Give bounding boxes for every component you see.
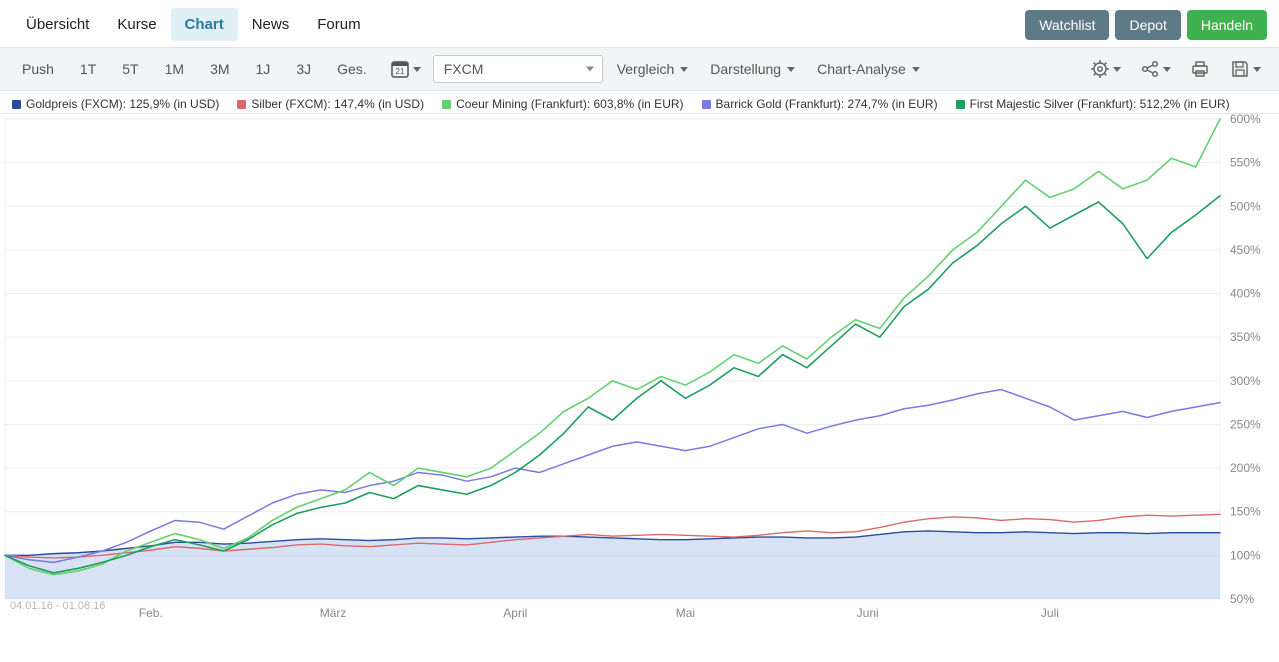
legend-item[interactable]: First Majestic Silver (Frankfurt): 512,2… [956, 97, 1230, 111]
handeln-button[interactable]: Handeln [1187, 10, 1267, 40]
printer-icon [1189, 58, 1211, 80]
legend-label: Coeur Mining (Frankfurt): 603,8% (in EUR… [456, 97, 683, 111]
svg-text:März: März [320, 606, 347, 620]
svg-text:250%: 250% [1230, 417, 1261, 431]
calendar-button[interactable]: 21 [383, 54, 427, 84]
legend-swatch [956, 100, 965, 109]
legend-label: First Majestic Silver (Frankfurt): 512,2… [970, 97, 1230, 111]
svg-text:200%: 200% [1230, 461, 1261, 475]
legend-swatch [237, 100, 246, 109]
legend-swatch [12, 100, 21, 109]
legend-item[interactable]: Coeur Mining (Frankfurt): 603,8% (in EUR… [442, 97, 683, 111]
legend-label: Barrick Gold (Frankfurt): 274,7% (in EUR… [716, 97, 938, 111]
tab-bar: ÜbersichtKurseChartNewsForum Watchlist D… [0, 0, 1279, 47]
push-button[interactable]: Push [12, 55, 64, 83]
date-range-label: 04.01.16 - 01.08.16 [10, 600, 105, 612]
svg-text:Juni: Juni [857, 606, 879, 620]
tab-chart[interactable]: Chart [171, 8, 238, 41]
darstellung-dropdown[interactable]: Darstellung [702, 55, 803, 83]
legend-label: Silber (FXCM): 147,4% (in USD) [251, 97, 424, 111]
chart-area[interactable]: 50% 100% 150% 200% 250% 300% 350% 400% 450% 500% 5… [0, 114, 1279, 644]
save-icon [1229, 58, 1251, 80]
depot-button[interactable]: Depot [1115, 10, 1180, 40]
calendar-icon: 21 [389, 58, 411, 80]
tab-forum[interactable]: Forum [303, 8, 374, 41]
save-dropdown[interactable] [1223, 54, 1267, 84]
exchange-select[interactable]: FXCM [433, 55, 603, 83]
svg-text:21: 21 [395, 67, 404, 76]
legend: Goldpreis (FXCM): 125,9% (in USD) Silber … [0, 91, 1279, 114]
legend-label: Goldpreis (FXCM): 125,9% (in USD) [26, 97, 219, 111]
legend-swatch [442, 100, 451, 109]
legend-item[interactable]: Goldpreis (FXCM): 125,9% (in USD) [12, 97, 219, 111]
share-icon [1139, 58, 1161, 80]
svg-text:Feb.: Feb. [139, 606, 163, 620]
range-1T[interactable]: 1T [70, 55, 106, 83]
svg-text:100%: 100% [1230, 548, 1261, 562]
svg-text:April: April [503, 606, 527, 620]
tab-news[interactable]: News [238, 8, 304, 41]
chart-analyse-dropdown[interactable]: Chart-Analyse [809, 55, 928, 83]
svg-text:50%: 50% [1230, 592, 1254, 606]
svg-text:450%: 450% [1230, 243, 1261, 257]
svg-text:550%: 550% [1230, 156, 1261, 170]
svg-text:600%: 600% [1230, 114, 1261, 126]
range-3M[interactable]: 3M [200, 55, 239, 83]
settings-dropdown[interactable] [1083, 54, 1127, 84]
range-5T[interactable]: 5T [112, 55, 148, 83]
svg-text:350%: 350% [1230, 330, 1261, 344]
svg-text:150%: 150% [1230, 505, 1261, 519]
svg-text:300%: 300% [1230, 374, 1261, 388]
svg-text:Mai: Mai [676, 606, 695, 620]
legend-swatch [702, 100, 711, 109]
range-1M[interactable]: 1M [155, 55, 194, 83]
svg-text:Juli: Juli [1041, 606, 1059, 620]
gear-icon [1089, 58, 1111, 80]
legend-item[interactable]: Silber (FXCM): 147,4% (in USD) [237, 97, 424, 111]
vergleich-dropdown[interactable]: Vergleich [609, 55, 697, 83]
svg-text:500%: 500% [1230, 199, 1261, 213]
range-3J[interactable]: 3J [286, 55, 321, 83]
range-1J[interactable]: 1J [246, 55, 281, 83]
legend-item[interactable]: Barrick Gold (Frankfurt): 274,7% (in EUR… [702, 97, 938, 111]
watchlist-button[interactable]: Watchlist [1025, 10, 1109, 40]
tab-kurse[interactable]: Kurse [103, 8, 170, 41]
tab-übersicht[interactable]: Übersicht [12, 8, 103, 41]
svg-text:400%: 400% [1230, 287, 1261, 301]
print-button[interactable] [1183, 54, 1217, 84]
share-dropdown[interactable] [1133, 54, 1177, 84]
range-Ges[interactable]: Ges. [327, 55, 377, 83]
toolbar: Push 1T5T1M3M1J3JGes. 21 FXCM Vergleich … [0, 47, 1279, 91]
